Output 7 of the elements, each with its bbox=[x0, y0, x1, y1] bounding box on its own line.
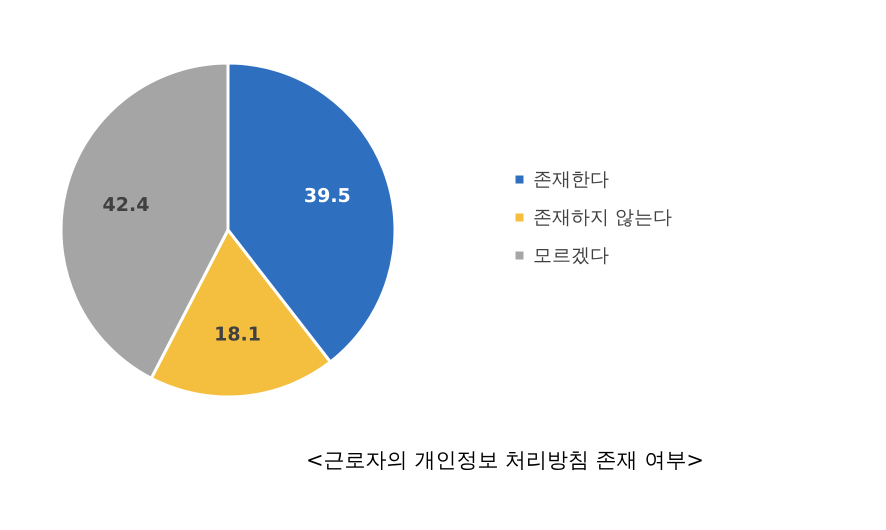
legend-label: 모르겠다 bbox=[533, 244, 609, 266]
legend-label: 존재한다 bbox=[533, 168, 609, 190]
legend-label: 존재하지 않는다 bbox=[533, 206, 672, 228]
data-label: 18.1 bbox=[214, 324, 261, 346]
text: <근로자의 개인정보 처리방침 존재 여부> bbox=[306, 448, 704, 472]
data-label: 42.4 bbox=[102, 194, 150, 216]
data-label: 39.5 bbox=[304, 184, 351, 207]
